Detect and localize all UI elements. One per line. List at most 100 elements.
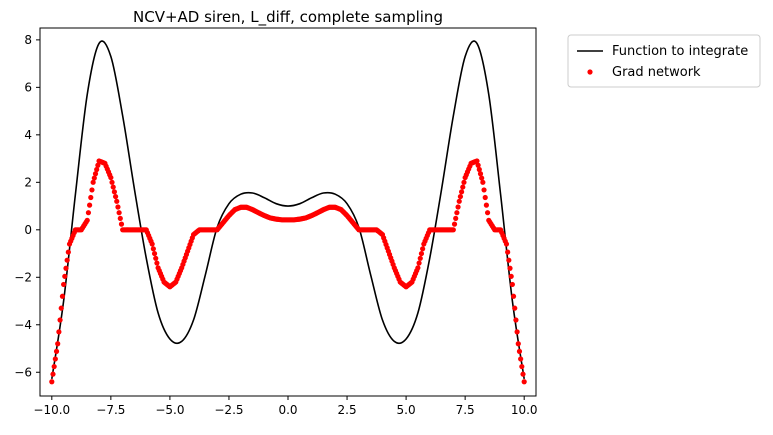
grad-network-point: [112, 193, 119, 200]
grad-network-point: [94, 166, 100, 173]
grad-network-point: [89, 187, 95, 193]
grad-network-point: [51, 363, 57, 370]
grad-network-point: [420, 246, 426, 252]
legend: Function to integrate Grad network: [567, 34, 761, 88]
grad-network-point: [456, 198, 462, 204]
legend-point-swatch: [587, 69, 593, 75]
x-axis: −10.0 −7.5 −5.0 −2.5 0.0 2.5 5.0 7.5 10.0: [33, 396, 538, 417]
grad-network-point: [57, 317, 63, 323]
grad-network-point: [150, 246, 156, 252]
grad-network-point: [118, 221, 125, 227]
series-layer: [49, 40, 527, 385]
grad-network-point: [64, 257, 70, 263]
series-line-function-to-integrate: [51, 40, 525, 380]
y-tick-label: 2: [24, 175, 32, 189]
y-axis: −6 −4 −2 0 2 4 6 8: [14, 33, 40, 379]
grad-network-point: [482, 194, 488, 201]
grad-network-point: [110, 184, 116, 190]
grad-network-point: [90, 179, 96, 185]
grad-network-point: [484, 210, 491, 216]
grad-network-point: [521, 379, 527, 385]
grad-network-point: [92, 171, 99, 177]
grad-network-point: [509, 281, 515, 288]
x-tick-label: −5.0: [155, 403, 184, 417]
grad-network-point: [474, 158, 480, 164]
grad-network-point: [53, 348, 60, 354]
grad-network-point: [513, 317, 519, 323]
grad-network-point: [515, 341, 521, 347]
x-tick-label: 2.5: [338, 403, 357, 417]
x-tick-label: 7.5: [456, 403, 475, 417]
grad-network-point: [451, 221, 458, 227]
grad-network-point: [520, 371, 526, 377]
grad-network-point: [91, 175, 97, 181]
grad-network-point: [454, 210, 460, 216]
grad-network-point: [477, 171, 484, 177]
grad-network-point: [116, 210, 122, 216]
grad-network-point: [50, 371, 56, 377]
grad-network-point: [519, 363, 525, 370]
grad-network-point: [480, 179, 486, 185]
grad-network-point: [84, 217, 90, 223]
grad-network-point: [154, 260, 160, 266]
grad-network-point: [512, 305, 518, 311]
grad-network-point: [481, 187, 487, 193]
y-tick-label: 0: [24, 223, 32, 237]
grad-network-point: [63, 265, 69, 271]
legend-label-grad-network: Grad network: [612, 65, 701, 80]
legend-label-function: Function to integrate: [612, 44, 748, 59]
grad-network-point: [506, 257, 512, 263]
grad-network-point: [508, 273, 514, 279]
grad-network-point: [514, 329, 520, 335]
grad-network-point: [87, 202, 93, 208]
grad-network-point: [56, 329, 62, 335]
plot-area: [39, 27, 537, 397]
grad-network-point: [115, 204, 121, 210]
grad-network-point: [61, 281, 67, 288]
grad-network-point: [114, 198, 120, 204]
grad-network-point: [52, 356, 58, 362]
grad-network-point: [518, 356, 524, 362]
grad-network-point: [58, 305, 64, 311]
grad-network-point: [455, 204, 461, 210]
grad-network-point: [459, 189, 465, 195]
y-tick-label: −2: [14, 270, 32, 284]
grad-network-point: [117, 215, 123, 222]
x-tick-label: −10.0: [33, 403, 70, 417]
grad-network-point: [415, 265, 421, 271]
grad-network-point: [505, 249, 511, 255]
grad-network-point: [49, 379, 55, 385]
x-tick-label: 5.0: [397, 403, 416, 417]
grad-network-point: [149, 241, 155, 247]
grad-network-point: [479, 175, 485, 181]
y-tick-label: 6: [24, 80, 32, 94]
y-tick-label: 8: [24, 33, 32, 47]
grad-network-point: [153, 255, 159, 261]
grad-network-point: [510, 293, 517, 299]
grad-network-point: [65, 249, 71, 255]
grad-network-point: [475, 162, 481, 168]
grad-network-point: [151, 250, 158, 257]
grad-network-point: [59, 293, 66, 299]
grad-network-point: [111, 189, 117, 195]
grad-network-point: [503, 241, 510, 247]
grad-network-point: [55, 341, 61, 347]
grad-network-point: [88, 194, 94, 201]
grad-network-point: [461, 179, 467, 185]
grad-network-point: [95, 162, 101, 168]
grad-network-point: [507, 265, 513, 271]
x-tick-label: −2.5: [214, 403, 243, 417]
grad-network-point: [62, 273, 68, 279]
grad-network-point: [453, 215, 459, 222]
grad-network-point: [85, 210, 92, 216]
grad-network-point: [476, 166, 482, 173]
grad-network-point: [418, 250, 425, 257]
grad-network-point: [516, 348, 523, 354]
chart-title: NCV+AD siren, L_diff, complete sampling: [133, 8, 443, 27]
grad-network-point: [416, 260, 422, 266]
series-points-grad-network: [49, 158, 527, 385]
legend-box: [567, 34, 761, 88]
grad-network-point: [483, 202, 489, 208]
grad-network-point: [450, 227, 456, 233]
